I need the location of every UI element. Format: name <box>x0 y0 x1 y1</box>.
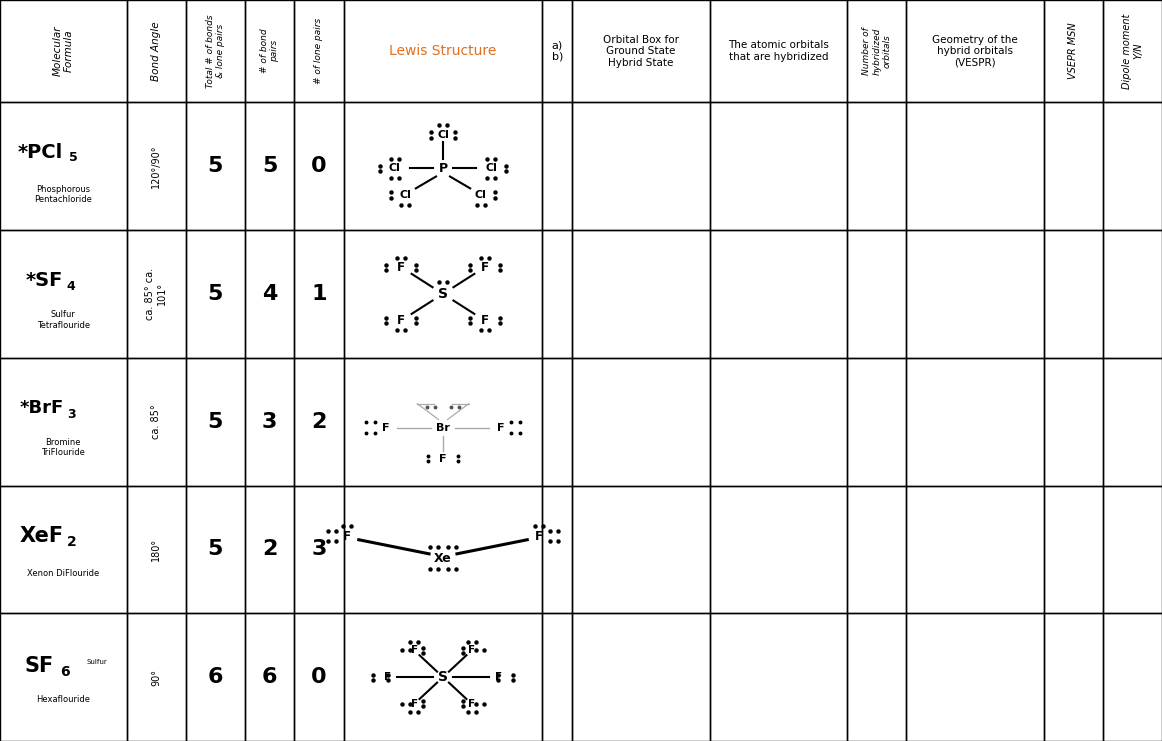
Text: F: F <box>343 530 351 542</box>
Text: F: F <box>468 699 475 709</box>
Text: 5: 5 <box>208 412 223 431</box>
Text: 0: 0 <box>311 156 327 176</box>
Text: 4: 4 <box>261 284 278 304</box>
Text: 120°/90°: 120°/90° <box>151 144 162 188</box>
Text: 3: 3 <box>67 408 76 421</box>
Text: SF: SF <box>24 656 55 676</box>
Text: # of lone pairs: # of lone pairs <box>315 18 323 84</box>
Text: *PCl: *PCl <box>19 143 64 162</box>
Text: ca. 85°: ca. 85° <box>151 405 162 439</box>
Text: Br: Br <box>436 422 450 433</box>
Text: 2: 2 <box>261 539 278 559</box>
Text: Cl: Cl <box>400 190 411 200</box>
Text: # of bond
pairs: # of bond pairs <box>260 29 279 73</box>
Text: 5: 5 <box>208 156 223 176</box>
Text: Xe: Xe <box>435 552 452 565</box>
Text: Orbital Box for
Ground State
Hybrid State: Orbital Box for Ground State Hybrid Stat… <box>603 35 679 67</box>
Text: *SF: *SF <box>26 271 64 290</box>
Text: S: S <box>438 287 449 301</box>
Text: Sulfur: Sulfur <box>87 659 107 665</box>
Text: F: F <box>495 672 502 682</box>
Text: F: F <box>410 699 418 709</box>
Text: F: F <box>481 261 489 273</box>
Text: 3: 3 <box>311 539 327 559</box>
Text: The atomic orbitals
that are hybridized: The atomic orbitals that are hybridized <box>729 40 829 62</box>
Text: ca. 85° ca.
101°: ca. 85° ca. 101° <box>145 268 167 320</box>
Text: Bond Angle: Bond Angle <box>151 21 162 81</box>
Text: Number of
hybridized
orbitals: Number of hybridized orbitals <box>862 27 891 75</box>
Text: F: F <box>410 645 418 655</box>
Text: 4: 4 <box>67 280 76 293</box>
Text: Molecular
Formula: Molecular Formula <box>52 26 74 76</box>
Text: Total # of bonds
& lone pairs: Total # of bonds & lone pairs <box>206 14 225 88</box>
Text: Bromine
TriFlouride: Bromine TriFlouride <box>42 438 85 457</box>
Text: 5: 5 <box>208 539 223 559</box>
Text: 0: 0 <box>311 667 327 687</box>
Text: 5: 5 <box>261 156 278 176</box>
Text: 2: 2 <box>311 412 327 431</box>
Text: F: F <box>385 672 392 682</box>
Text: VSEPR MSN: VSEPR MSN <box>1068 23 1078 79</box>
Text: 6: 6 <box>261 667 278 687</box>
Text: F: F <box>468 645 475 655</box>
Text: Cl: Cl <box>437 130 449 140</box>
Text: Cl: Cl <box>475 190 487 200</box>
Text: 90°: 90° <box>151 668 162 685</box>
Text: S: S <box>438 670 449 684</box>
Text: Geometry of the
hybrid orbitals
(VESPR): Geometry of the hybrid orbitals (VESPR) <box>932 35 1018 67</box>
Text: 1: 1 <box>311 284 327 304</box>
Text: Dipole moment
Y/N: Dipole moment Y/N <box>1121 13 1143 89</box>
Text: P: P <box>438 162 447 175</box>
Text: Sulfur
Tetraflouride: Sulfur Tetraflouride <box>37 310 89 330</box>
Text: F: F <box>397 261 406 273</box>
Text: 5: 5 <box>208 284 223 304</box>
Text: F: F <box>397 314 406 327</box>
Text: F: F <box>481 314 489 327</box>
Text: F: F <box>496 422 504 433</box>
Text: XeF: XeF <box>20 526 64 546</box>
Text: 3: 3 <box>261 412 278 431</box>
Text: 6: 6 <box>208 667 223 687</box>
Text: Xenon DiFlouride: Xenon DiFlouride <box>27 569 100 578</box>
Text: 6: 6 <box>60 665 70 679</box>
Text: Lewis Structure: Lewis Structure <box>389 44 496 58</box>
Text: Hexaflouride: Hexaflouride <box>36 695 91 704</box>
Text: F: F <box>535 530 543 542</box>
Text: Cl: Cl <box>486 163 497 173</box>
Text: Cl: Cl <box>389 163 401 173</box>
Text: F: F <box>439 453 446 464</box>
Text: F: F <box>382 422 389 433</box>
Text: 5: 5 <box>70 150 78 164</box>
Text: *BrF: *BrF <box>19 399 64 417</box>
Text: a)
b): a) b) <box>552 40 564 62</box>
Text: 180°: 180° <box>151 538 162 561</box>
Text: Phosphorous
Pentachloride: Phosphorous Pentachloride <box>35 185 92 204</box>
Text: 2: 2 <box>67 535 77 549</box>
